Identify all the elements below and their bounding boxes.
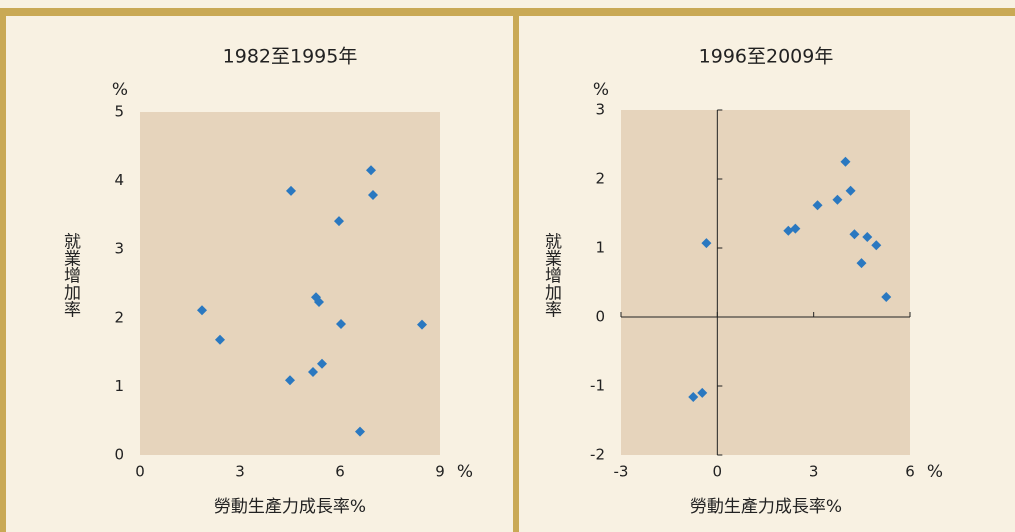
x-unit: % (457, 462, 473, 482)
point (840, 156, 851, 167)
point (881, 291, 892, 302)
x-axis-label: 勞動生產力成長率% (690, 497, 842, 517)
point (366, 165, 376, 176)
y-tick-label: 3 (114, 240, 124, 258)
x-tick-label: 3 (235, 463, 245, 481)
y-tick-label: 0 (114, 446, 124, 464)
point (862, 231, 873, 242)
point (308, 366, 318, 377)
point (285, 375, 295, 386)
y-tick-label: 1 (114, 377, 124, 395)
y-axis-label: 就業增加率 (541, 232, 562, 317)
point (697, 387, 708, 398)
point (314, 297, 324, 308)
point (832, 194, 843, 205)
x-axis-label: 勞動生產力成長率% (214, 497, 366, 517)
x-tick-label: 9 (435, 463, 445, 481)
y-unit: % (593, 80, 609, 100)
y-tick-label: 1 (595, 239, 605, 257)
point (871, 240, 882, 251)
point (286, 185, 296, 196)
y-tick-label: -2 (590, 446, 605, 464)
y-axis-label: 就業增加率 (60, 232, 81, 317)
point (790, 223, 801, 234)
point (368, 190, 378, 201)
y-unit: % (112, 80, 128, 100)
point (355, 426, 365, 437)
y-tick-label: 3 (595, 101, 605, 119)
x-tick-label: 0 (135, 463, 145, 481)
y-tick-label: 0 (595, 308, 605, 326)
point (849, 229, 860, 240)
point (317, 358, 327, 369)
x-tick-label: 6 (335, 463, 345, 481)
y-tick-label: 2 (114, 308, 124, 326)
x-tick-label: 3 (809, 463, 819, 481)
point (812, 200, 823, 211)
x-tick-label: 6 (905, 463, 915, 481)
point (197, 305, 207, 316)
plot-area (621, 110, 910, 455)
point (417, 319, 427, 330)
top-border (0, 8, 1015, 16)
divider (513, 8, 519, 532)
point (688, 392, 699, 403)
x-tick-label: 0 (713, 463, 723, 481)
point (856, 258, 867, 269)
point (334, 216, 344, 227)
y-tick-label: 2 (595, 170, 605, 188)
plot-area (140, 112, 440, 455)
x-unit: % (927, 462, 943, 482)
point (845, 185, 856, 196)
y-tick-label: -1 (590, 377, 605, 395)
point (701, 238, 712, 249)
point (215, 334, 225, 345)
point (336, 318, 346, 329)
chart-title: 1982至1995年 (223, 46, 358, 68)
left-border (0, 8, 6, 532)
y-tick-label: 4 (114, 171, 124, 189)
chart-title: 1996至2009年 (699, 46, 834, 68)
x-tick-label: -3 (614, 463, 629, 481)
y-tick-label: 5 (114, 103, 124, 121)
